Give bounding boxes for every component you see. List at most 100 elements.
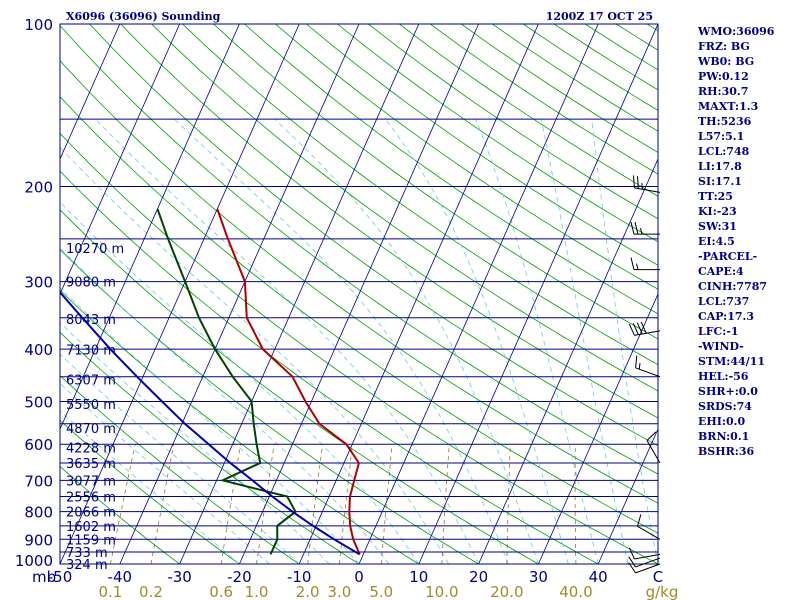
side-wmo: WMO:36096 <box>698 25 775 38</box>
side-stm: STM:44/11 <box>698 355 765 368</box>
dry-adiabat <box>60 24 658 475</box>
dry-adiabat <box>182 24 658 366</box>
side-shr: SHR+:0.0 <box>698 385 758 398</box>
side-maxt: MAXT:1.3 <box>698 100 759 113</box>
side-srds: SRDS:74 <box>698 400 752 413</box>
height-label: 2066 m <box>66 506 116 521</box>
wind-barb-staff <box>635 563 661 574</box>
wind-barb-staff <box>646 440 661 464</box>
dry-adiabat <box>120 24 658 419</box>
side-tt: TT:25 <box>698 190 733 203</box>
isotherm-line <box>478 158 658 564</box>
wind-barb-feather <box>640 321 647 334</box>
moist-adiabat <box>174 118 509 564</box>
side-parcel-lcl: LCL:737 <box>698 295 750 308</box>
wind-barb-feather <box>628 323 635 336</box>
side-wb0: WB0: BG <box>698 55 755 68</box>
temperature-tick-label: C <box>653 568 663 586</box>
side-lcl: LCL:748 <box>698 145 750 158</box>
wind-barb-feather <box>628 547 635 560</box>
side-parcel-header: -PARCEL- <box>698 250 758 263</box>
dry-adiabat <box>60 331 360 564</box>
dry-adiabat <box>60 60 658 504</box>
mixing-ratio-label: 0.2 <box>139 583 163 600</box>
wind-barb-feather <box>637 514 642 527</box>
wind-barb-staff <box>637 525 661 540</box>
wind-barb-feather <box>646 431 657 441</box>
temperature-tick-label: 40 <box>589 568 608 586</box>
isotherm-line <box>179 24 420 564</box>
dry-adiabat <box>89 24 658 447</box>
chart-grid <box>60 24 658 564</box>
isotherm-line <box>298 24 539 564</box>
height-label: 3077 m <box>66 474 116 489</box>
isotherm-line <box>60 24 240 430</box>
side-si: SI:17.1 <box>698 175 742 188</box>
wind-barb-feather <box>630 257 635 270</box>
wind-barb-feather <box>632 323 639 335</box>
temperature-tick-label: 30 <box>529 568 548 586</box>
height-label: 4870 m <box>66 422 116 437</box>
wind-barbs <box>628 175 661 574</box>
pressure-unit-label: mb <box>32 568 56 586</box>
temperature-profile-line <box>216 208 361 555</box>
dry-adiabat <box>60 249 480 564</box>
moist-adiabat <box>60 247 390 564</box>
wind-barb-half-feather <box>636 263 639 270</box>
mixing-ratio-label: 10.0 <box>425 583 458 600</box>
side-sw: SW:31 <box>698 220 737 233</box>
sounding-curves <box>60 208 361 556</box>
dry-adiabat <box>60 132 658 564</box>
mixing-ratio-label: 0.6 <box>209 583 233 600</box>
dry-adiabat <box>60 96 658 534</box>
wind-barb-feather <box>630 222 635 235</box>
isotherm-line <box>358 24 599 564</box>
wind-barb-feather <box>636 176 639 189</box>
plot-frame <box>59 23 659 565</box>
moist-adiabat <box>540 119 629 564</box>
temperature-tick-label: -10 <box>287 568 312 586</box>
side-l57: L57:5.1 <box>698 130 745 143</box>
pressure-tick-label: 800 <box>24 504 53 522</box>
moist-adiabat <box>591 119 658 564</box>
height-label: 5550 m <box>66 398 116 413</box>
isotherm-line <box>538 293 658 564</box>
isotherm-line <box>60 24 300 564</box>
dry-adiabat <box>151 24 658 392</box>
height-label: 1159 m <box>66 533 116 548</box>
isotherm-line <box>119 24 360 564</box>
mixing-ratio-label: 3.0 <box>327 583 351 600</box>
mixing-ratio-label: 0.1 <box>98 583 122 600</box>
side-pw: PW:0.12 <box>698 70 749 83</box>
dry-adiabat <box>306 24 658 266</box>
axis-labels: 0.1 0.2 0.6 1.0 2.0 3.0 5.0 10.0 20.0 40.01002003… <box>15 10 679 600</box>
wind-barb-feather <box>633 175 635 188</box>
temperature-tick-label: -40 <box>108 568 133 586</box>
mixing-ratio-line <box>256 444 275 564</box>
mixing-ratio-line <box>380 444 393 564</box>
height-label: 10270 m <box>66 242 124 257</box>
mixing-ratio-line <box>110 444 136 564</box>
pressure-tick-label: 1000 <box>15 552 53 570</box>
mixing-ratio-line <box>574 444 577 564</box>
pressure-tick-label: 600 <box>24 436 53 454</box>
valid-time: 1200Z 17 OCT 25 <box>546 10 653 23</box>
temperature-tick-label: 20 <box>469 568 488 586</box>
mixing-ratio-label: 1.0 <box>245 583 269 600</box>
height-label: 324 m <box>66 558 108 573</box>
side-rh: RH:30.7 <box>698 85 749 98</box>
station-title: X6096 (36096) Sounding <box>66 10 221 23</box>
moist-adiabat <box>95 118 479 564</box>
mixing-ratio-label: 2.0 <box>296 583 320 600</box>
side-cape: CAPE:4 <box>698 265 744 278</box>
side-ki: KI:-23 <box>698 205 737 218</box>
side-lfc: LFC:-1 <box>698 325 739 338</box>
wind-barb-feather <box>634 222 639 235</box>
side-cap: CAP:17.3 <box>698 310 755 323</box>
dry-adiabat <box>275 24 658 290</box>
height-label: 9080 m <box>66 276 116 291</box>
wind-barb-feather <box>628 562 636 574</box>
temperature-tick-label: -30 <box>167 568 192 586</box>
height-label: 7130 m <box>66 344 116 359</box>
wind-barb-feather <box>636 322 643 335</box>
